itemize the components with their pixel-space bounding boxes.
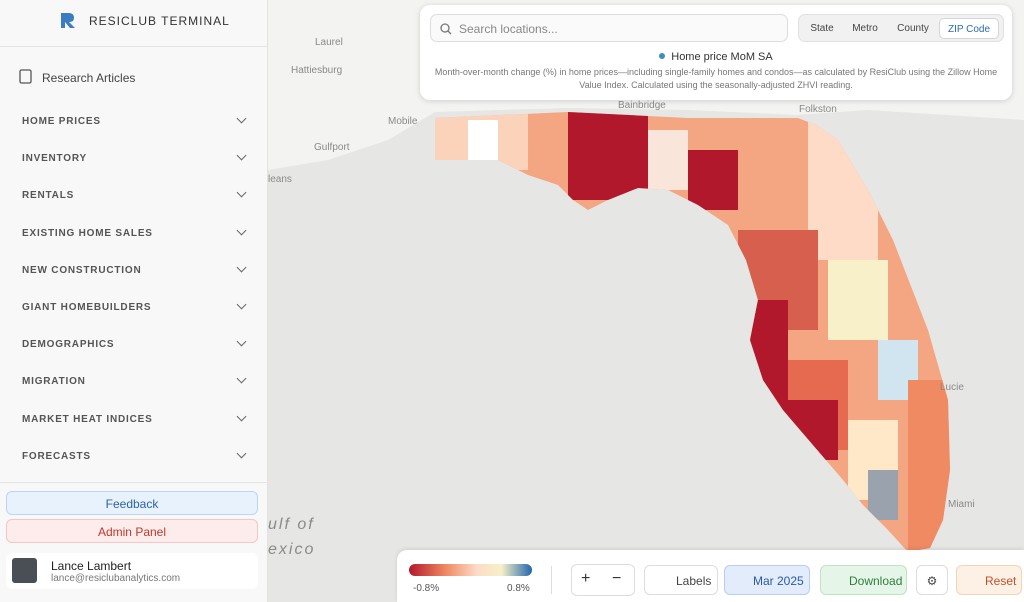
tab[interactable]: County [897, 23, 929, 34]
book-icon [19, 69, 32, 84]
chevron [236, 187, 247, 198]
nav-item[interactable]: INVENTORY [22, 153, 87, 165]
search-panel: Search locations... State Metro County ZIP … [420, 5, 1012, 100]
florida-zips [435, 112, 950, 552]
chevron [236, 411, 247, 422]
search-icon [440, 23, 452, 35]
placeholder: Search locations... [459, 22, 558, 36]
level-tabs: State Metro County ZIP Code [798, 14, 1004, 42]
map-label: leans [268, 174, 292, 185]
map-label: Folkston [799, 104, 837, 115]
legend-gradient [409, 564, 532, 576]
logo [61, 13, 75, 28]
tab[interactable]: State [810, 23, 834, 34]
map-label: exico [268, 541, 315, 558]
map-label: Gulfport [314, 142, 350, 153]
chevron [236, 262, 247, 273]
legend-max: 0.8% [507, 583, 530, 594]
download-button[interactable]: Download [820, 565, 907, 595]
labels-button[interactable]: Labels [644, 565, 718, 595]
nav-item[interactable]: EXISTING HOME SALES [22, 227, 153, 239]
map-label: Lucie [940, 382, 964, 393]
nav-item[interactable]: GIANT HOMEBUILDERS [22, 302, 152, 313]
zoom-out[interactable]: − [612, 570, 622, 587]
label: Download [849, 574, 903, 588]
nav-item[interactable]: HOME PRICES [22, 116, 101, 127]
label: Feedback [105, 497, 159, 511]
settings-button[interactable]: ⚙ [916, 565, 948, 595]
metric-title: Home price MoM SA [420, 51, 1012, 63]
legend-min: -0.8% [413, 583, 440, 594]
nav-item[interactable]: RENTALS [22, 190, 75, 202]
sidebar: RESICLUB TERMINAL Research Articles HOME… [0, 0, 268, 602]
zoom-in[interactable]: + [581, 570, 591, 587]
tab[interactable]: Metro [852, 23, 878, 34]
label: Admin Panel [97, 525, 167, 539]
search-input[interactable]: Search locations... [430, 14, 788, 42]
nav-item[interactable]: NEW CONSTRUCTION [22, 264, 142, 276]
admin-button[interactable]: Admin Panel [6, 519, 258, 543]
title: Home price MoM SA [671, 51, 773, 63]
nav-item[interactable]: MIGRATION [22, 376, 86, 388]
nav-item[interactable]: MARKET HEAT INDICES [22, 413, 153, 425]
map-label: Bainbridge [618, 100, 666, 111]
reset-button[interactable]: Reset [956, 565, 1022, 595]
label: Labels [676, 574, 712, 588]
nav-item[interactable]: DEMOGRAPHICS [22, 339, 115, 351]
nav-item[interactable]: FORECASTS [22, 450, 91, 462]
user-card[interactable]: Lance Lambert lance@resiclubanalytics.co… [6, 553, 258, 589]
chevron [236, 225, 247, 236]
feedback-button[interactable]: Feedback [6, 491, 258, 515]
user-email: lance@resiclubanalytics.com [51, 573, 181, 584]
map-label: Miami [948, 499, 975, 510]
map-labels: Laurel Hattiesburg Mobile Gulfport leans… [268, 37, 975, 558]
map-label: Hattiesburg [291, 65, 342, 76]
brand: RESICLUB TERMINAL [89, 14, 230, 28]
date-button[interactable]: Mar 2025 [724, 565, 810, 595]
divider [0, 482, 268, 483]
zoom-controls: + − [571, 564, 635, 596]
divider [0, 46, 268, 47]
chevron [236, 113, 247, 124]
label: Mar 2025 [753, 574, 804, 588]
chevron [236, 299, 247, 310]
user-name: Lance Lambert [51, 559, 132, 573]
avatar [12, 558, 37, 583]
chevron [236, 150, 247, 161]
map-label: ulf of [268, 516, 315, 533]
research-link[interactable]: Research Articles [42, 71, 136, 85]
tab[interactable]: ZIP Code [939, 18, 999, 39]
label: Reset [985, 574, 1017, 588]
map-label: Laurel [315, 37, 343, 48]
chevron [236, 373, 247, 384]
chevron [236, 448, 247, 459]
chevron [236, 336, 247, 347]
metric-description: Month-over-month change (%) in home pric… [434, 67, 998, 90]
map-label: Mobile [388, 116, 418, 127]
toolbar: -0.8% 0.8% + − Labels Mar 2025 Download … [397, 550, 1024, 602]
